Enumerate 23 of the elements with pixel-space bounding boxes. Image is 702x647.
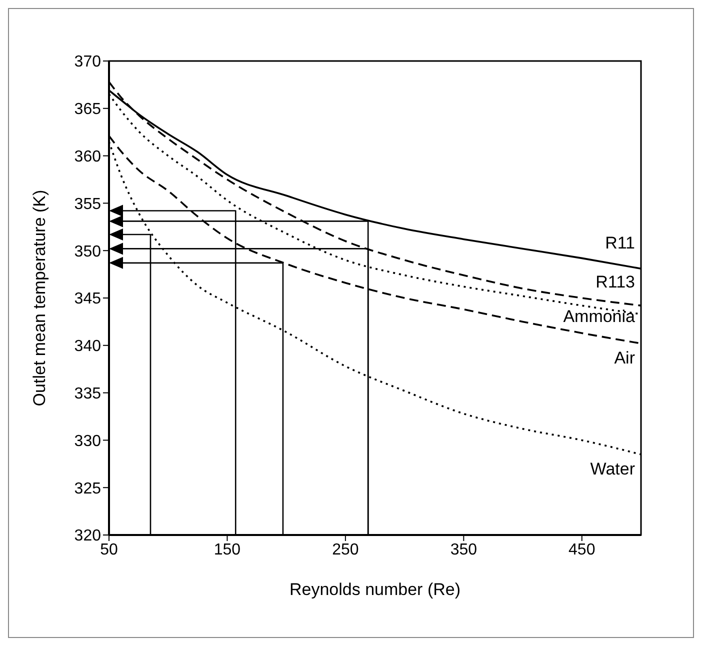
y-tick-label: 345	[74, 290, 102, 308]
y-tick-label: 325	[74, 480, 102, 498]
y-tick-label: 330	[74, 432, 102, 450]
x-tick-label: 350	[450, 541, 478, 558]
x-tick-label: 50	[100, 541, 118, 558]
y-tick-label: 365	[74, 101, 102, 118]
x-tick-label: 250	[332, 541, 359, 558]
x-axis-title: Reynolds number (Re)	[289, 580, 461, 599]
series-label: Water	[590, 459, 636, 478]
x-tick-label: 450	[568, 541, 596, 558]
series-label: Air	[614, 348, 636, 368]
y-tick-label: 370	[74, 54, 102, 71]
y-axis-title: Outlet mean temperature (K)	[30, 190, 50, 406]
y-tick-label: 320	[74, 528, 102, 545]
y-tick-label: 335	[74, 385, 102, 402]
y-tick-label: 355	[74, 196, 102, 213]
y-tick-label: 340	[74, 338, 102, 356]
y-tick-label: 350	[74, 243, 102, 260]
series-label: Ammonia	[563, 307, 636, 326]
series-label: R113	[596, 272, 635, 292]
x-tick-label: 150	[214, 541, 241, 558]
y-tick-label: 360	[74, 148, 102, 166]
series-label: R11	[605, 234, 635, 253]
